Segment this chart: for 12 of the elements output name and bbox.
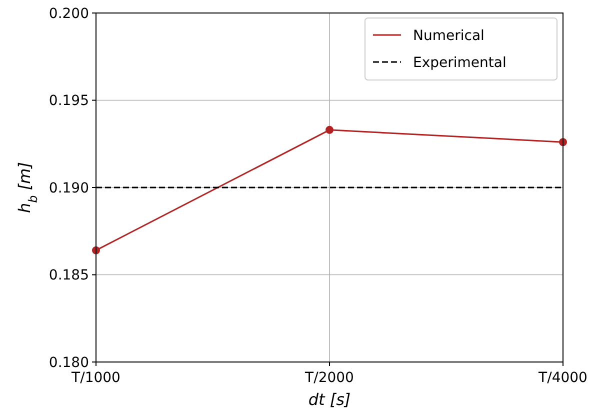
y-tick-label: 0.195 (48, 93, 89, 110)
y-tick-label: 0.180 (48, 354, 89, 371)
x-tick-label: T/4000 (538, 370, 588, 386)
x-axis-title: dt [s] (308, 390, 351, 409)
y-tick-label: 0.200 (48, 6, 89, 22)
legend-label: Experimental (413, 54, 506, 71)
x-tick-label: T/1000 (70, 370, 120, 386)
y-tick-label: 0.185 (48, 268, 89, 284)
y-tick-label: 0.190 (48, 180, 89, 196)
point (326, 126, 334, 134)
x-tick-label: T/2000 (304, 370, 354, 386)
legend-label: Numerical (413, 28, 484, 44)
